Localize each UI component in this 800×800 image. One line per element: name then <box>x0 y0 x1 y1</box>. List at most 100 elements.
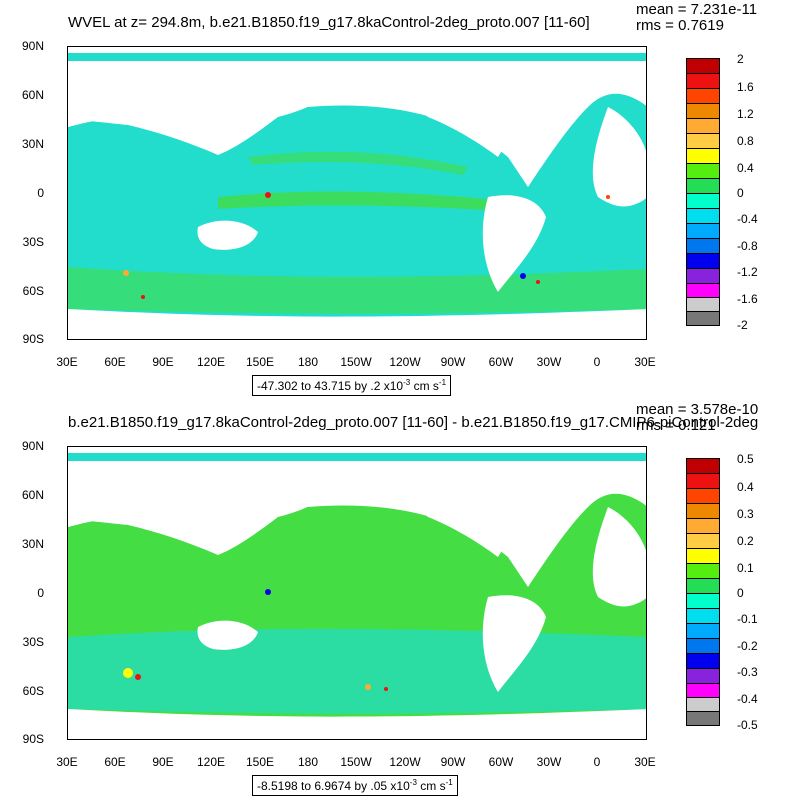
colorbar-box <box>687 149 719 164</box>
lat-label: 60S <box>22 684 44 698</box>
colorbar <box>686 58 720 326</box>
lat-label: 0 <box>37 586 44 600</box>
colorbar-label: 0.4 <box>737 161 754 175</box>
stats-block: mean = 3.578e-10 rms = 0.121 <box>636 402 758 434</box>
colorbar-label: 0.3 <box>737 507 754 521</box>
range-unit-exponent: -1 <box>445 778 453 787</box>
colorbar-box <box>687 104 719 119</box>
lat-label: 60S <box>22 284 44 298</box>
colorbar-box <box>687 164 719 179</box>
colorbar-box <box>687 712 719 726</box>
contour-range-label: -8.5198 to 6.9674 by .05 x10-3 cm s-1 <box>252 775 458 796</box>
lon-label: 30W <box>536 355 562 369</box>
colorbar-box <box>687 669 719 684</box>
colorbar-label: 1.6 <box>737 80 754 94</box>
lat-label: 30S <box>22 235 44 249</box>
lon-label: 0 <box>593 755 601 769</box>
lon-label: 150W <box>340 755 372 769</box>
colorbar-box <box>687 209 719 224</box>
colorbar-box <box>687 609 719 624</box>
colorbar <box>686 458 720 726</box>
contour-range-label: -47.302 to 43.715 by .2 x10-3 cm s-1 <box>252 375 452 396</box>
colorbar-label: -1.2 <box>737 265 758 279</box>
lon-label: 90E <box>152 355 174 369</box>
colorbar-box <box>687 312 719 326</box>
map-frame <box>67 46 647 340</box>
lon-label: 150E <box>245 355 275 369</box>
stats-block: mean = 7.231e-11 rms = 0.7619 <box>636 2 757 34</box>
colorbar-label: -0.3 <box>737 665 758 679</box>
colorbar-box <box>687 624 719 639</box>
range-unit: cm s <box>416 779 446 793</box>
lat-label: 30N <box>21 537 44 551</box>
colorbar-box <box>687 224 719 239</box>
colorbar-box <box>687 519 719 534</box>
lon-label: 60W <box>488 755 514 769</box>
ocean-field-map <box>68 47 646 339</box>
colorbar-box <box>687 534 719 549</box>
colorbar-box <box>687 269 719 284</box>
colorbar-label: -0.2 <box>737 639 758 653</box>
mean-value: mean = 7.231e-11 <box>636 1 758 18</box>
range-exponent: -3 <box>409 778 417 787</box>
colorbar-box <box>687 254 719 269</box>
colorbar-label: -1.6 <box>737 292 758 306</box>
colorbar-box <box>687 59 719 74</box>
lat-label: 60N <box>21 88 44 102</box>
lat-label: 90S <box>22 332 44 346</box>
range-unit-exponent: -1 <box>438 378 447 387</box>
lon-label: 30E <box>56 755 78 769</box>
colorbar-box <box>687 698 719 712</box>
colorbar-box <box>687 489 719 504</box>
colorbar-box <box>687 179 719 194</box>
rms-value: rms = 0.121 <box>636 417 716 434</box>
colorbar-label: -2 <box>737 318 748 332</box>
colorbar-box <box>687 594 719 609</box>
lon-label: 90E <box>152 755 174 769</box>
lat-label: 0 <box>37 186 44 200</box>
colorbar-label: 1.2 <box>737 107 754 121</box>
colorbar-box <box>687 549 719 564</box>
colorbar-box <box>687 119 719 134</box>
plot-title: WVEL at z= 294.8m, b.e21.B1850.f19_g17.8… <box>68 14 590 31</box>
colorbar-box <box>687 639 719 654</box>
range-unit: cm s <box>410 379 439 393</box>
lon-label: 120E <box>196 755 226 769</box>
colorbar-box <box>687 504 719 519</box>
lat-label: 90N <box>21 39 44 53</box>
lon-label: 150W <box>340 355 372 369</box>
colorbar-box <box>687 564 719 579</box>
lon-label: 180 <box>297 355 319 369</box>
lon-label: 120E <box>196 355 226 369</box>
lon-label: 0 <box>593 355 601 369</box>
colorbar-label: 2 <box>737 52 744 66</box>
mean-value: mean = 3.578e-10 <box>636 401 759 418</box>
colorbar-box <box>687 74 719 89</box>
colorbar-box <box>687 194 719 209</box>
colorbar-box <box>687 579 719 594</box>
lon-label: 150E <box>245 755 275 769</box>
lat-label: 30S <box>22 635 44 649</box>
lon-label: 60E <box>104 755 126 769</box>
colorbar-label: -0.4 <box>737 212 758 226</box>
lon-label: 30W <box>536 755 562 769</box>
colorbar-label: 0 <box>737 186 744 200</box>
colorbar-label: 0 <box>737 586 744 600</box>
colorbar-box <box>687 284 719 298</box>
plot-title: b.e21.B1850.f19_g17.8kaControl-2deg_prot… <box>68 414 759 431</box>
colorbar-label: 0.1 <box>737 561 754 575</box>
colorbar-box <box>687 89 719 104</box>
lon-label: 90W <box>440 755 466 769</box>
colorbar-box <box>687 459 719 474</box>
lat-label: 90S <box>22 732 44 746</box>
rms-value: rms = 0.7619 <box>636 17 724 34</box>
colorbar-label: -0.4 <box>737 692 758 706</box>
map-frame <box>67 446 647 740</box>
colorbar-box <box>687 298 719 312</box>
lon-label: 90W <box>440 355 466 369</box>
colorbar-label: 0.5 <box>737 452 754 466</box>
panel-bottom: b.e21.B1850.f19_g17.8kaControl-2deg_prot… <box>0 400 800 800</box>
colorbar-box <box>687 239 719 254</box>
lon-label: 60E <box>104 355 126 369</box>
lon-label: 120W <box>389 355 421 369</box>
